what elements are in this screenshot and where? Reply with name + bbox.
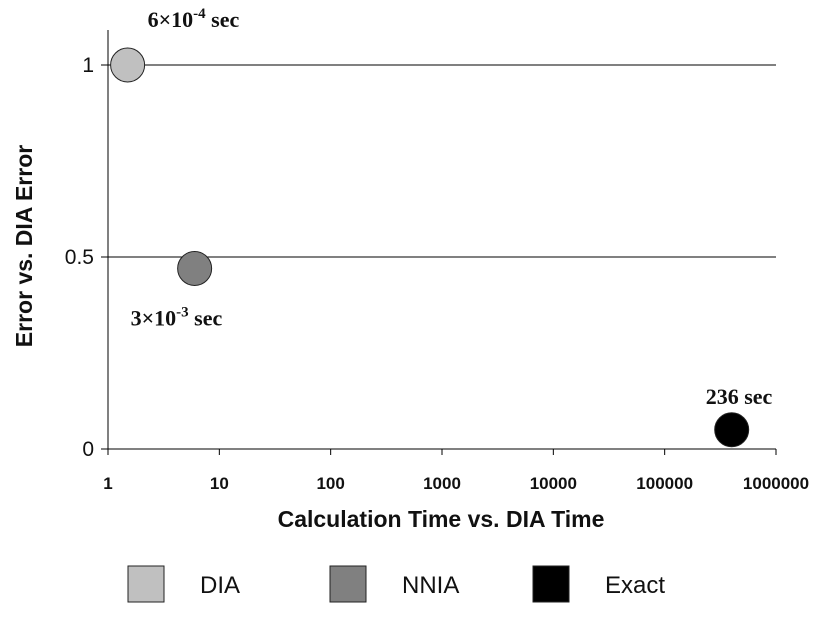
annotation-nnia: 3×10-3 sec bbox=[131, 305, 223, 331]
point-annotations: 6×10-4 sec 3×10-3 sec 236 sec bbox=[131, 6, 773, 409]
x-tick-label: 10000 bbox=[530, 474, 577, 493]
legend-label-nnia: NNIA bbox=[402, 572, 459, 599]
legend-label-exact: Exact bbox=[605, 572, 665, 599]
axes bbox=[101, 30, 777, 455]
legend: DIA NNIA Exact bbox=[127, 565, 665, 603]
data-point-dia bbox=[110, 47, 146, 83]
x-tick-label: 100 bbox=[316, 474, 344, 493]
x-tick-label: 1000 bbox=[423, 474, 461, 493]
x-tick-label: 1 bbox=[103, 474, 112, 493]
x-tick-label: 100000 bbox=[636, 474, 693, 493]
data-points bbox=[110, 47, 750, 448]
y-tick-label: 1 bbox=[82, 54, 94, 77]
data-point-nnia bbox=[177, 251, 213, 287]
x-tick-label: 1000000 bbox=[743, 474, 809, 493]
x-tick-label: 10 bbox=[210, 474, 229, 493]
annotation-exact: 236 sec bbox=[706, 384, 773, 409]
grid-lines bbox=[108, 64, 776, 450]
legend-swatch-exact bbox=[532, 565, 570, 603]
legend-swatch-nnia bbox=[329, 565, 367, 603]
annotation-dia: 6×10-4 sec bbox=[148, 6, 240, 32]
y-tick-label: 0.5 bbox=[65, 246, 94, 269]
legend-swatch-dia bbox=[127, 565, 165, 603]
legend-label-dia: DIA bbox=[200, 572, 240, 599]
y-tick-label: 0 bbox=[82, 438, 94, 461]
x-axis-title: Calculation Time vs. DIA Time bbox=[278, 506, 605, 532]
data-point-exact bbox=[714, 412, 750, 448]
tick-labels: 0 0.5 1 1 10 100 1000 10000 100000 1000000 bbox=[65, 54, 809, 493]
y-axis-title: Error vs. DIA Error bbox=[11, 145, 37, 347]
